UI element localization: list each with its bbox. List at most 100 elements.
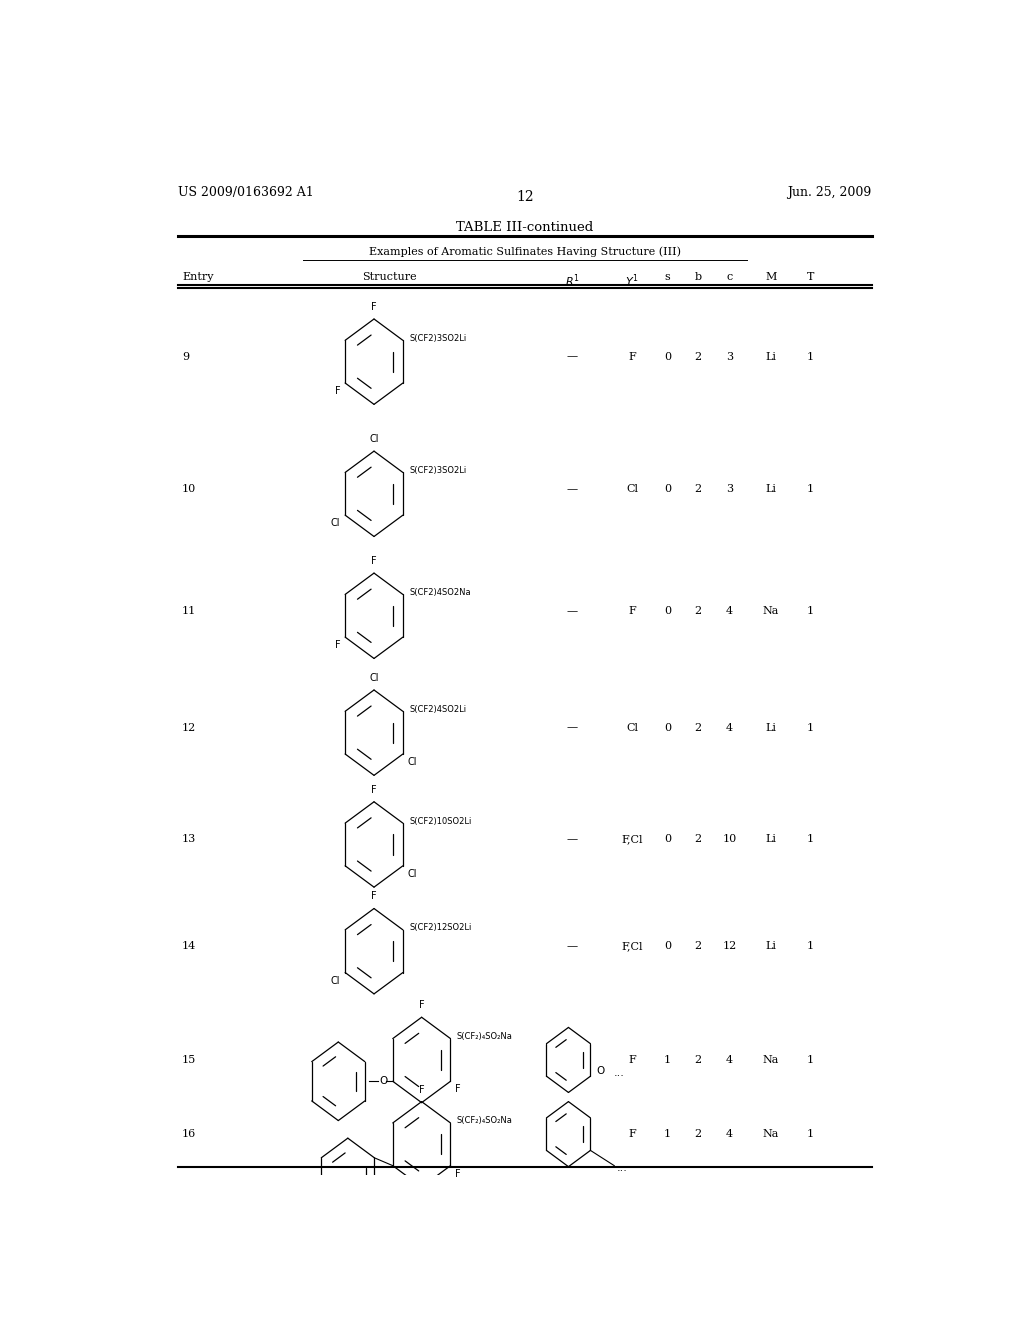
- Text: F: F: [628, 351, 636, 362]
- Text: 3: 3: [726, 483, 733, 494]
- Text: 11: 11: [182, 606, 197, 615]
- Text: Cl: Cl: [331, 519, 340, 528]
- Text: Cl: Cl: [626, 722, 638, 733]
- Text: 0: 0: [665, 722, 671, 733]
- Text: Cl: Cl: [626, 483, 638, 494]
- Text: T: T: [807, 272, 814, 282]
- Text: $Y^{1}$: $Y^{1}$: [625, 272, 639, 289]
- Text: S(CF2)3SO2Li: S(CF2)3SO2Li: [410, 334, 467, 343]
- Text: Na: Na: [763, 1055, 779, 1065]
- Text: US 2009/0163692 A1: US 2009/0163692 A1: [178, 186, 313, 199]
- Text: 4: 4: [726, 606, 733, 615]
- Text: 13: 13: [182, 834, 197, 845]
- Text: F: F: [372, 556, 377, 566]
- Text: 4: 4: [726, 1055, 733, 1065]
- Text: Cl: Cl: [408, 758, 417, 767]
- Text: —: —: [567, 606, 578, 615]
- Text: Examples of Aromatic Sulfinates Having Structure (III): Examples of Aromatic Sulfinates Having S…: [369, 247, 681, 257]
- Text: 1: 1: [807, 351, 814, 362]
- Text: F,Cl: F,Cl: [622, 941, 643, 952]
- Text: Li: Li: [765, 722, 776, 733]
- Text: 1: 1: [807, 1055, 814, 1065]
- Text: Entry: Entry: [182, 272, 213, 282]
- Text: M: M: [765, 272, 776, 282]
- Text: $R^{1}$: $R^{1}$: [565, 272, 580, 289]
- Text: F,Cl: F,Cl: [622, 834, 643, 845]
- Text: Na: Na: [763, 606, 779, 615]
- Text: 4: 4: [726, 1129, 733, 1139]
- Text: Li: Li: [765, 351, 776, 362]
- Text: F: F: [628, 1129, 636, 1139]
- Text: S(CF₂)₄SO₂Na: S(CF₂)₄SO₂Na: [457, 1117, 513, 1126]
- Text: S(CF2)4SO2Li: S(CF2)4SO2Li: [410, 705, 466, 714]
- Text: 0: 0: [665, 941, 671, 952]
- Text: F: F: [456, 1084, 461, 1094]
- Text: Cl: Cl: [370, 673, 379, 682]
- Text: F: F: [372, 302, 377, 312]
- Text: ···: ···: [614, 1072, 625, 1081]
- Text: —: —: [567, 941, 578, 952]
- Text: TABLE III-continued: TABLE III-continued: [456, 222, 594, 235]
- Text: 0: 0: [665, 483, 671, 494]
- Text: 2: 2: [694, 722, 701, 733]
- Text: 10: 10: [722, 834, 736, 845]
- Text: 10: 10: [182, 483, 197, 494]
- Text: 2: 2: [694, 1055, 701, 1065]
- Text: Jun. 25, 2009: Jun. 25, 2009: [787, 186, 871, 199]
- Text: F: F: [335, 640, 340, 651]
- Text: Cl: Cl: [408, 869, 417, 879]
- Text: ···: ···: [616, 1166, 628, 1176]
- Text: 1: 1: [807, 483, 814, 494]
- Text: Li: Li: [765, 483, 776, 494]
- Text: S(CF2)12SO2Li: S(CF2)12SO2Li: [410, 923, 472, 932]
- Text: s: s: [665, 272, 671, 282]
- Text: —: —: [567, 722, 578, 733]
- Text: 14: 14: [182, 941, 197, 952]
- Text: O: O: [597, 1067, 605, 1076]
- Text: 0: 0: [665, 606, 671, 615]
- Text: 2: 2: [694, 351, 701, 362]
- Text: 3: 3: [726, 351, 733, 362]
- Text: 16: 16: [182, 1129, 197, 1139]
- Text: 2: 2: [694, 606, 701, 615]
- Text: Li: Li: [765, 941, 776, 952]
- Text: 4: 4: [726, 722, 733, 733]
- Text: Li: Li: [765, 834, 776, 845]
- Text: F: F: [419, 1085, 424, 1094]
- Text: 2: 2: [694, 834, 701, 845]
- Text: 12: 12: [182, 722, 197, 733]
- Text: Cl: Cl: [370, 434, 379, 444]
- Text: b: b: [694, 272, 701, 282]
- Text: 1: 1: [807, 1129, 814, 1139]
- Text: S(CF₂)₄SO₂Na: S(CF₂)₄SO₂Na: [457, 1032, 513, 1041]
- Text: 1: 1: [807, 834, 814, 845]
- Text: 9: 9: [182, 351, 189, 362]
- Text: 0: 0: [665, 834, 671, 845]
- Text: F: F: [372, 891, 377, 902]
- Text: F: F: [456, 1168, 461, 1179]
- Text: 2: 2: [694, 483, 701, 494]
- Text: —: —: [567, 834, 578, 845]
- Text: —: —: [567, 483, 578, 494]
- Text: S(CF2)4SO2Na: S(CF2)4SO2Na: [410, 587, 471, 597]
- Text: 2: 2: [694, 941, 701, 952]
- Text: Structure: Structure: [362, 272, 417, 282]
- Text: F: F: [419, 1001, 424, 1010]
- Text: c: c: [726, 272, 733, 282]
- Text: 12: 12: [722, 941, 736, 952]
- Text: F: F: [372, 784, 377, 795]
- Text: O: O: [379, 1076, 387, 1086]
- Text: S(CF2)3SO2Li: S(CF2)3SO2Li: [410, 466, 467, 475]
- Text: S(CF2)10SO2Li: S(CF2)10SO2Li: [410, 817, 472, 825]
- Text: F: F: [335, 385, 340, 396]
- Text: 1: 1: [807, 722, 814, 733]
- Text: 12: 12: [516, 190, 534, 203]
- Text: Na: Na: [763, 1129, 779, 1139]
- Text: 0: 0: [665, 351, 671, 362]
- Text: 1: 1: [807, 606, 814, 615]
- Text: Cl: Cl: [331, 975, 340, 986]
- Text: 1: 1: [665, 1129, 671, 1139]
- Text: —: —: [567, 351, 578, 362]
- Text: 1: 1: [665, 1055, 671, 1065]
- Text: F: F: [628, 606, 636, 615]
